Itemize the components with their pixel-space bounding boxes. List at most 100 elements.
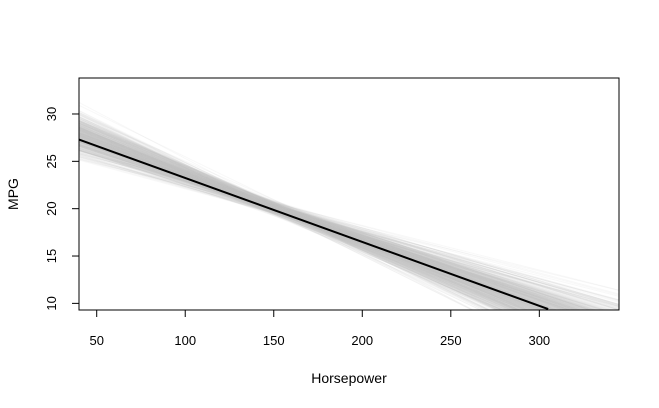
bootstrap-line <box>79 132 515 310</box>
bootstrap-line <box>79 133 533 310</box>
bootstrap-line <box>79 130 517 310</box>
bootstrap-line <box>79 147 593 310</box>
bootstrap-line <box>79 125 497 310</box>
bootstrap-line <box>79 112 499 310</box>
bootstrap-line <box>79 138 563 310</box>
bootstrap-line <box>79 126 503 310</box>
bootstrap-line <box>79 148 619 310</box>
bootstrap-line <box>79 148 619 309</box>
bootstrap-line <box>79 122 507 310</box>
bootstrap-line <box>79 133 569 310</box>
bootstrap-line <box>79 132 523 310</box>
bootstrap-line <box>79 141 606 310</box>
bootstrap-line <box>79 139 601 310</box>
bootstrap-line <box>79 138 587 310</box>
bootstrap-line <box>79 133 568 310</box>
bootstrap-line <box>79 135 579 310</box>
bootstrap-line <box>79 122 535 310</box>
bootstrap-line <box>79 132 563 310</box>
bootstrap-line <box>79 135 561 310</box>
bootstrap-line <box>79 137 592 310</box>
bootstrap-line <box>79 149 613 310</box>
bootstrap-line <box>79 122 513 310</box>
bootstrap-line <box>79 144 578 310</box>
bootstrap-line <box>79 144 602 310</box>
bootstrap-line <box>79 113 506 310</box>
bootstrap-line <box>79 132 545 310</box>
bootstrap-line <box>79 156 619 307</box>
bootstrap-line <box>79 131 572 310</box>
bootstrap-line <box>79 150 619 295</box>
bootstrap-line <box>79 126 505 310</box>
bootstrap-line <box>79 127 539 310</box>
bootstrap-line <box>79 148 590 310</box>
bootstrap-line <box>79 124 500 310</box>
bootstrap-line <box>79 133 579 310</box>
bootstrap-line <box>79 122 538 310</box>
bootstrap-line <box>79 130 520 310</box>
bootstrap-line <box>79 137 576 310</box>
bootstrap-line <box>79 133 562 310</box>
bootstrap-line <box>79 145 586 310</box>
bootstrap-line <box>79 128 546 310</box>
bootstrap-line <box>79 150 619 306</box>
bootstrap-line <box>79 128 512 310</box>
bootstrap-line <box>79 125 516 310</box>
bootstrap-line <box>79 138 526 310</box>
bootstrap-line <box>79 152 619 305</box>
bootstrap-line <box>79 126 538 310</box>
x-tick-label: 100 <box>174 333 196 348</box>
bootstrap-line <box>79 126 521 310</box>
x-tick-label: 150 <box>263 333 285 348</box>
bootstrap-line <box>79 135 560 310</box>
bootstrap-line <box>79 129 504 310</box>
bootstrap-line <box>79 126 503 310</box>
bootstrap-line <box>79 144 596 310</box>
bootstrap-line <box>79 125 544 310</box>
bootstrap-line <box>79 128 527 310</box>
bootstrap-line <box>79 121 540 310</box>
bootstrap-line <box>79 120 515 310</box>
bootstrap-line <box>79 114 474 310</box>
bootstrap-line <box>79 131 528 310</box>
bootstrap-line <box>79 111 486 310</box>
bootstrap-line <box>79 127 518 310</box>
bootstrap-line <box>79 150 613 310</box>
bootstrap-line <box>79 116 499 310</box>
bootstrap-line <box>79 126 503 310</box>
bootstrap-line <box>79 135 562 310</box>
bootstrap-line <box>79 145 584 310</box>
bootstrap-line <box>79 127 511 310</box>
bootstrap-line <box>79 124 509 310</box>
bootstrap-line <box>79 126 520 310</box>
bootstrap-line <box>79 158 619 291</box>
bootstrap-line <box>79 133 526 310</box>
bootstrap-line <box>79 130 500 310</box>
bootstrap-line <box>79 127 542 310</box>
bootstrap-line <box>79 155 619 310</box>
bootstrap-line <box>79 132 534 310</box>
y-axis: 10 15 20 25 30 <box>44 107 80 311</box>
bootstrap-line <box>79 145 572 310</box>
x-axis: 50 100 150 200 250 300 <box>89 309 550 348</box>
bootstrap-line <box>79 141 564 310</box>
x-tick-label: 50 <box>89 333 103 348</box>
bootstrap-line <box>79 139 593 310</box>
bootstrap-line <box>79 120 507 310</box>
x-axis-title: Horsepower <box>311 370 387 386</box>
bootstrap-line <box>79 121 508 310</box>
bootstrap-line <box>79 143 588 310</box>
bootstrap-line <box>79 131 521 310</box>
bootstrap-line <box>79 130 527 310</box>
bootstrap-line <box>79 133 556 310</box>
bootstrap-line <box>79 120 513 310</box>
bootstrap-line <box>79 149 619 309</box>
bootstrap-line <box>79 127 566 310</box>
bootstrap-line <box>79 130 530 310</box>
bootstrap-line <box>79 146 587 310</box>
bootstrap-line <box>79 145 619 310</box>
bootstrap-line <box>79 145 580 310</box>
bootstrap-line <box>79 130 568 310</box>
bootstrap-line <box>79 134 522 310</box>
